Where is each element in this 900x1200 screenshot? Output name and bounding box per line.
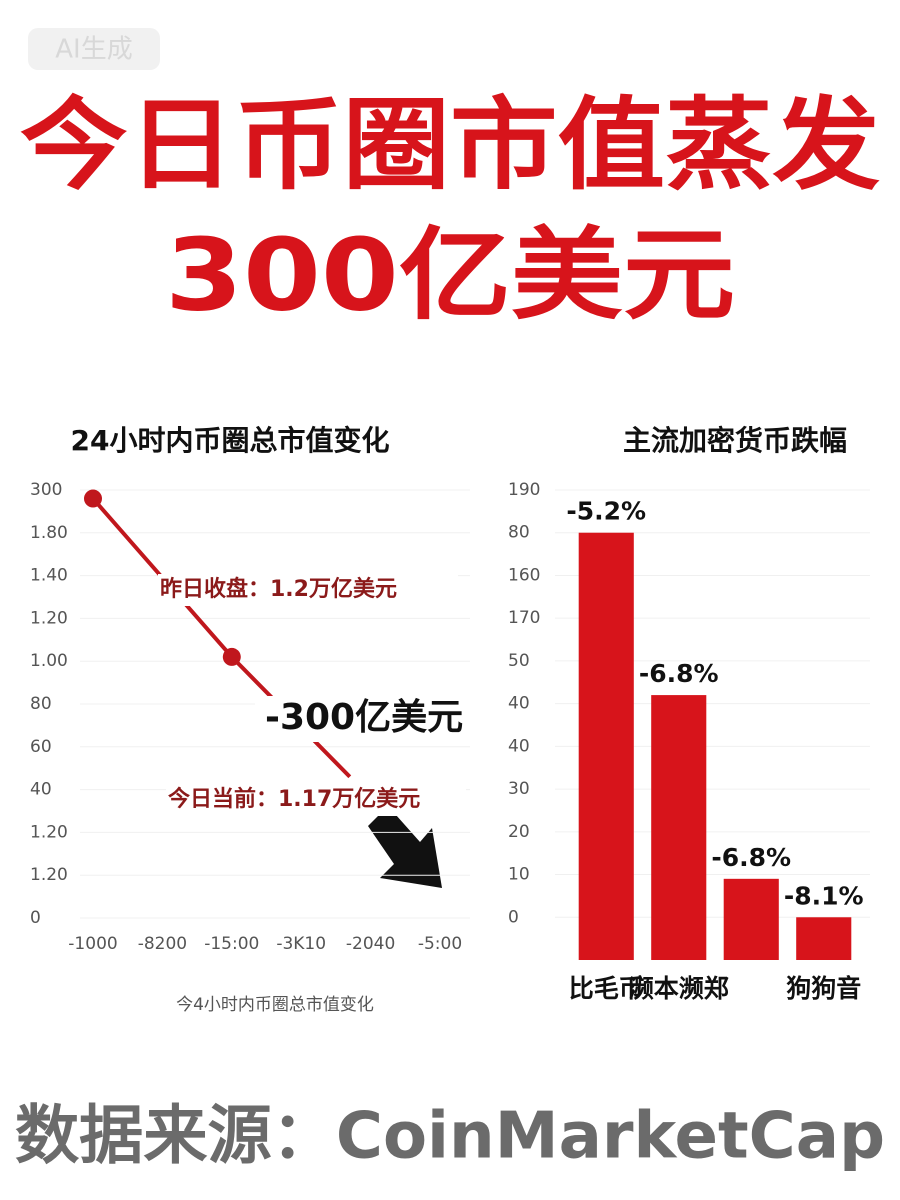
annotation-bg [158,574,458,606]
x-tick-label: 狗狗音 [786,974,861,1003]
y-tick-label: 40 [508,736,530,756]
annotation: -300亿美元 [265,697,463,738]
footer: 数据来源：CoinMarketCap [15,1100,885,1174]
title-line: 今日币圈市值蒸发 [20,86,880,203]
x-axis-label: 今4小时内币圈总市值变化 [176,995,374,1015]
x-tick-label: -15:00 [204,934,259,954]
marker [84,489,102,508]
x-tick-label: -1000 [68,934,117,954]
chart-title: 主流加密货币跌幅 [623,424,847,457]
x-tick-label: -2040 [346,934,395,954]
y-tick-label: 30 [508,779,530,799]
y-tick-label: 300 [30,480,62,500]
y-tick-label: 20 [508,822,530,842]
bar-label: -6.8% [711,843,791,872]
annotation: 今日当前：1.17万亿美元 [168,786,420,812]
y-tick-label: 1.80 [30,523,68,543]
title-line: 300亿美元 [165,216,735,333]
bar-label: -5.2% [566,497,646,526]
y-tick-label: 170 [508,608,540,628]
annotation-bg [255,696,475,742]
y-tick-label: 60 [30,737,52,757]
y-tick-label: 0 [508,907,519,927]
bar-label: -6.8% [639,659,719,688]
y-tick-label: 0 [30,908,41,928]
y-tick-label: 40 [30,780,52,800]
x-tick-label: 比毛币 [569,974,644,1003]
x-tick-label: -3K10 [276,934,326,954]
y-tick-label: 50 [508,651,530,671]
x-tick-label: -8200 [138,934,187,954]
x-tick-label: 濒本濒郑 [629,974,729,1003]
y-tick-label: 1.00 [30,651,68,671]
bar [723,878,779,960]
x-tick-label: -5:00 [418,934,462,954]
y-tick-label: 10 [508,865,530,885]
y-tick-label: 40 [508,694,530,714]
bar [578,532,634,960]
annotation: 昨日收盘：1.2万亿美元 [160,576,397,602]
y-tick-label: 1.40 [30,566,68,586]
chart-title: 24小时内币圈总市值变化 [71,424,390,457]
marker [222,647,241,666]
y-tick-label: 80 [30,694,52,714]
badge: AI生成 [55,35,132,65]
bar-label: -8.1% [784,881,864,910]
y-tick-label: 160 [508,565,540,585]
y-tick-label: 1.20 [30,608,68,628]
bar [651,695,707,960]
y-tick-label: 190 [508,480,540,500]
annotation-bg [166,784,466,816]
badge-bg [28,28,160,70]
y-tick-label: 1.20 [30,822,68,842]
arrow [368,806,442,888]
y-tick-label: 80 [508,523,530,543]
y-tick-label: 1.20 [30,865,68,885]
bar [796,917,852,960]
